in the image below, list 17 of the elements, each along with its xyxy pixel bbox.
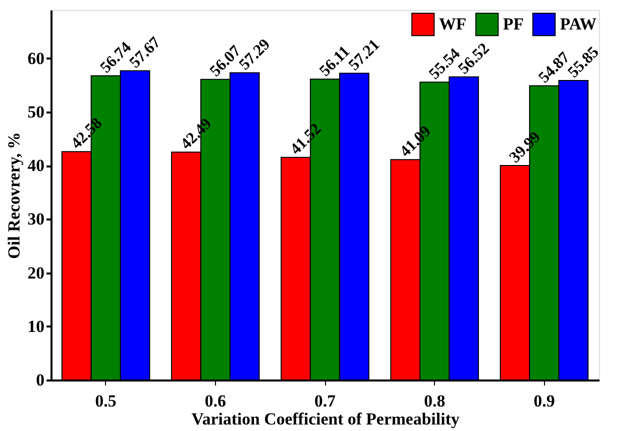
y-tick-label: 30 xyxy=(28,210,44,229)
y-tick-label: 50 xyxy=(28,102,44,122)
y-tick-label: 20 xyxy=(28,263,44,282)
y-tick-label: 10 xyxy=(28,316,44,336)
y-tick-label: 60 xyxy=(28,48,44,68)
legend-label: WF xyxy=(439,14,466,34)
x-tick-label: 0.8 xyxy=(424,392,446,410)
legend-label: PAW xyxy=(560,14,597,34)
x-tick-label: 0.6 xyxy=(204,392,226,410)
x-axis-title: Variation Coefficient of Permeability xyxy=(192,410,460,428)
x-tick-label: 0.7 xyxy=(314,392,336,410)
y-tick-label: 0 xyxy=(36,370,44,390)
x-tick-label: 0.9 xyxy=(534,392,555,410)
x-tick-label: 0.5 xyxy=(95,392,116,410)
legend-label: PF xyxy=(503,14,524,34)
y-axis-title: Oil Recovrery, % xyxy=(4,132,24,259)
y-tick-label: 40 xyxy=(28,156,44,176)
